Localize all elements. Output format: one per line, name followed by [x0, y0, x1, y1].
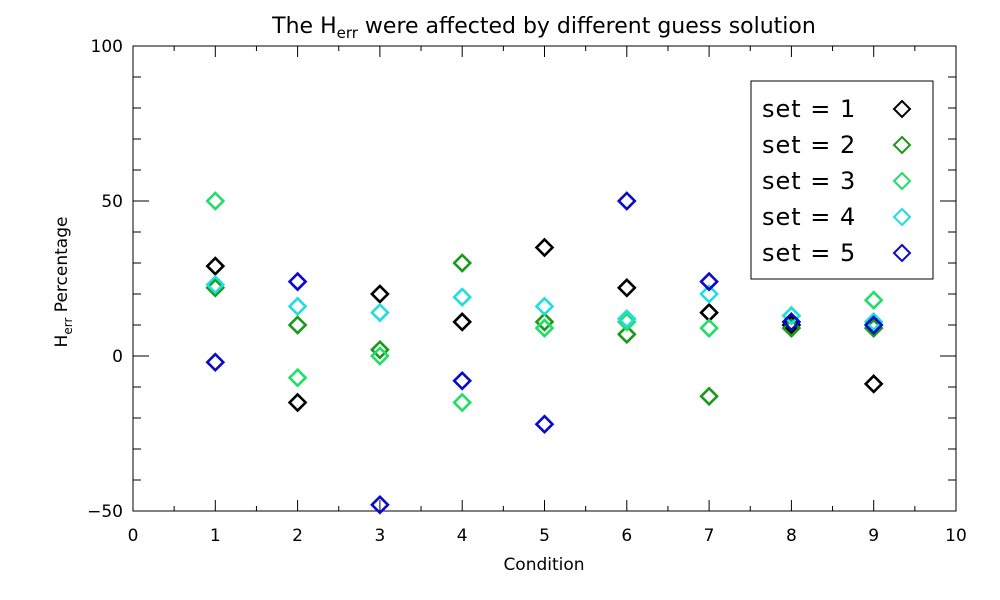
legend-entry-label: set = 5 [762, 239, 856, 267]
data-point-set-5 [616, 191, 637, 211]
data-point-set-5 [287, 271, 308, 292]
x-tick-label: 10 [945, 526, 967, 546]
data-point-set-5 [452, 370, 473, 391]
x-tick-label: 5 [539, 526, 550, 546]
data-point-set-2 [452, 253, 473, 273]
data-point-set-4 [205, 274, 226, 295]
data-point-set-2 [699, 386, 719, 407]
data-point-set-2 [534, 312, 555, 332]
legend-entry-label: set = 4 [762, 203, 856, 231]
data-point-set-5 [863, 315, 884, 335]
legend-marker [892, 207, 912, 227]
data-point-set-1 [534, 237, 555, 258]
data-point-set-1 [205, 256, 226, 276]
legend-marker [892, 171, 912, 191]
x-tick-label: 6 [621, 526, 632, 546]
data-point-set-5 [534, 414, 555, 435]
data-point-set-3 [205, 191, 226, 211]
data-point-set-5 [781, 312, 802, 332]
data-point-set-4 [452, 287, 473, 307]
x-tick-label: 3 [374, 526, 385, 546]
legend: set = 1 set = 2 set = 3 set = 4 set = 5 [750, 80, 934, 280]
legend-marker [892, 243, 912, 263]
data-point-set-4 [287, 296, 308, 317]
data-point-set-3 [534, 318, 555, 338]
x-tick-label: 2 [292, 526, 303, 546]
y-tick-label: 0 [112, 347, 123, 367]
data-point-set-4 [863, 312, 884, 332]
data-point-set-3 [699, 318, 719, 338]
data-point-set-1 [699, 302, 719, 323]
data-point-set-1 [863, 374, 884, 394]
data-point-set-1 [452, 312, 473, 332]
data-point-set-3 [287, 367, 308, 388]
legend-entry-label: set = 3 [762, 167, 856, 195]
y-axis-label: Herr Percentage [52, 217, 75, 348]
data-point-set-4 [699, 284, 719, 304]
data-point-set-3 [370, 346, 390, 366]
data-point-set-4 [370, 302, 390, 323]
data-point-set-2 [616, 324, 637, 345]
x-tick-label: 9 [868, 526, 879, 546]
data-point-set-1 [616, 277, 637, 298]
data-point-set-5 [205, 352, 226, 373]
y-tick-label: −50 [87, 502, 123, 522]
legend-marker [892, 99, 912, 119]
data-point-set-4 [781, 305, 802, 326]
x-tick-label: 8 [786, 526, 797, 546]
y-tick-label: 100 [91, 37, 123, 57]
x-tick-label: 1 [210, 526, 221, 546]
legend-entry-label: set = 2 [762, 131, 856, 159]
data-point-set-3 [863, 290, 884, 311]
data-point-set-3 [616, 312, 637, 332]
data-point-set-5 [370, 494, 390, 515]
chart-title: The Herr were affected by different gues… [271, 14, 816, 42]
data-point-set-1 [287, 392, 308, 413]
x-tick-label: 0 [128, 526, 139, 546]
data-point-set-1 [370, 284, 390, 304]
legend-marker [892, 135, 912, 155]
data-point-set-4 [534, 296, 555, 317]
x-axis-label: Condition [503, 555, 584, 575]
data-point-set-5 [699, 271, 719, 292]
y-axis: −50 0 50 100 [87, 37, 956, 522]
data-point-set-2 [205, 277, 226, 298]
x-tick-label: 7 [704, 526, 715, 546]
legend-entry-label: set = 1 [762, 95, 856, 123]
data-points [205, 191, 884, 515]
data-point-set-2 [370, 339, 390, 360]
x-tick-label: 4 [457, 526, 468, 546]
data-point-set-1 [781, 315, 802, 335]
x-axis: 0 1 2 3 4 5 6 7 8 9 10 [128, 46, 967, 546]
legend-box [750, 80, 934, 280]
y-tick-label: 50 [101, 192, 123, 212]
data-point-set-4 [616, 308, 637, 329]
data-point-set-3 [452, 392, 473, 413]
data-point-set-2 [287, 315, 308, 335]
